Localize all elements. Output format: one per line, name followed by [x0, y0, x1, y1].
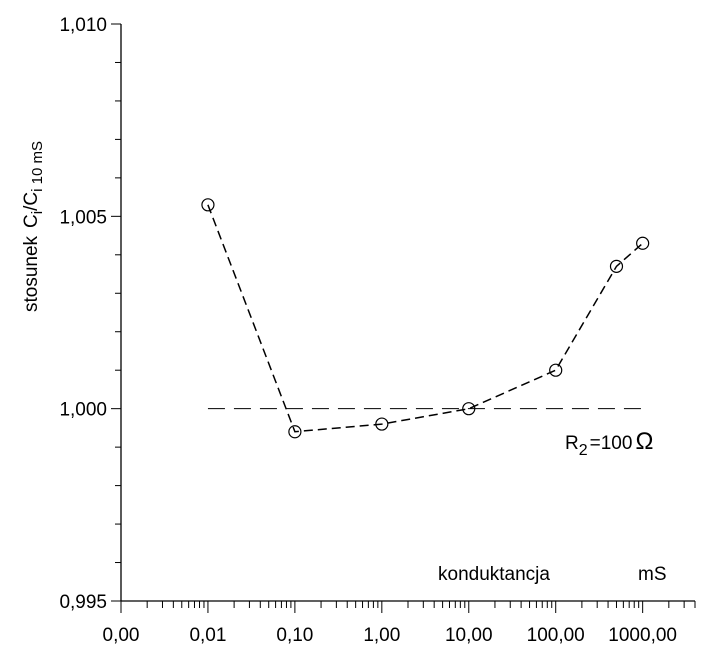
data-point [609, 259, 624, 273]
series-line [207, 204, 644, 433]
y-tick-label: 1,005 [59, 207, 107, 228]
x-axis-title: konduktancja [438, 564, 550, 585]
data-point [375, 417, 389, 431]
annotation-r-value: =100 [590, 433, 633, 454]
data-point [201, 198, 215, 212]
axes-layer [111, 23, 696, 613]
y-axis-title-c: C [21, 214, 42, 228]
x-tick-label: 100,00 [527, 625, 585, 646]
data-point [462, 402, 476, 416]
data-point [636, 236, 650, 250]
data-point [549, 363, 563, 377]
x-tick-label: 1000,00 [608, 625, 677, 646]
y-axis-title-sub1: i [29, 211, 46, 214]
x-axis-unit: mS [638, 564, 667, 585]
series-layer [201, 198, 650, 439]
annotation-r-sub: 2 [579, 442, 588, 459]
x-tick-label: 0,10 [276, 625, 313, 646]
x-tick-label: 0,00 [103, 625, 140, 646]
y-axis-title-slash: /C [21, 192, 42, 211]
y-tick-label: 1,000 [59, 400, 107, 421]
y-axis-title-sub2: i 10 mS [29, 141, 46, 192]
y-tick-label: 1,010 [59, 15, 107, 36]
x-tick-label: 10,00 [445, 625, 493, 646]
x-tick-label: 0,01 [189, 625, 226, 646]
y-axis-title: stosunek Ci/Ci 10 mS [21, 141, 46, 312]
svg-text:stosunekCi/Ci 10 mS: stosunek Ci/Ci 10 mS [21, 141, 46, 312]
annotation-omega: Ω [635, 428, 653, 455]
y-tick-label: 0,995 [59, 592, 107, 613]
x-tick-label: 1,00 [363, 625, 400, 646]
y-axis-title-main: stosunek [21, 235, 42, 312]
data-point [288, 425, 302, 439]
resistance-annotation: R2 =100 Ω [565, 428, 653, 459]
annotation-r: R [565, 433, 579, 454]
tick-label-layer: 0,995 1,000 1,005 1,010 0,00 0,01 0,10 1,00 10,0… [59, 15, 677, 646]
